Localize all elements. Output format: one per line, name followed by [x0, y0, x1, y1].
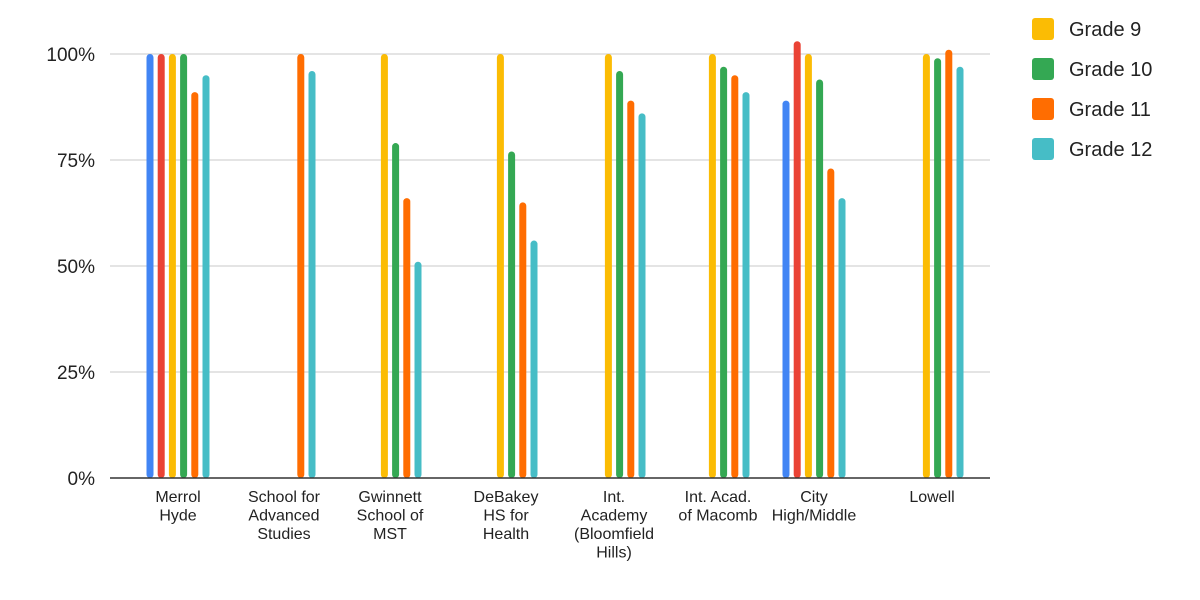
bar: [934, 58, 942, 479]
bar: [297, 54, 305, 478]
legend-item: Grade 9: [1032, 18, 1141, 41]
bar: [414, 261, 422, 478]
category-label-line: Health: [483, 526, 529, 543]
bar: [708, 54, 716, 478]
y-tick-label: 75%: [57, 151, 95, 172]
category-label-line: Advanced: [248, 508, 319, 525]
bar: [380, 54, 388, 478]
category-label-line: DeBakey: [474, 489, 539, 506]
category-label-line: Lowell: [909, 489, 954, 506]
bar: [731, 75, 739, 478]
category-label-line: Hyde: [159, 508, 196, 525]
bar: [616, 70, 624, 479]
category-label: Int. Academy(Bloomfield Hills): [574, 489, 654, 562]
bar: [191, 92, 199, 478]
bar: [508, 151, 516, 478]
legend-label: Grade 10: [1069, 59, 1152, 81]
gridlines: [110, 53, 990, 373]
bar: [146, 54, 154, 478]
bar: [627, 100, 635, 478]
bar: [720, 66, 728, 478]
bar: [168, 54, 176, 478]
category-label-line: School for: [248, 489, 321, 506]
category-label-line: Gwinnett: [358, 489, 422, 506]
legend-label: Grade 12: [1069, 139, 1152, 161]
category-label-line: City: [800, 489, 828, 506]
legend-swatch: [1032, 138, 1054, 160]
category-label-line: (Bloomfield: [574, 526, 654, 543]
bar: [742, 92, 750, 478]
legend-swatch: [1032, 58, 1054, 80]
category-label-line: High/Middle: [772, 508, 857, 525]
bar: [403, 198, 411, 478]
bar: [530, 240, 538, 478]
category-label-line: School of: [357, 508, 424, 525]
bar: [827, 168, 835, 479]
category-label: City High/Middle: [772, 489, 857, 525]
y-tick-label: 25%: [57, 363, 95, 384]
category-label-line: Hills): [596, 545, 632, 562]
bar: [816, 79, 824, 478]
legend: Grade 9 Grade 10 Grade 11 Grade 12: [1032, 18, 1152, 161]
legend-swatch: [1032, 18, 1054, 40]
category-label-line: Merrol: [155, 489, 200, 506]
bars: [146, 41, 964, 479]
bar: [945, 49, 953, 478]
category-label: Int. Acad. of Macomb: [678, 489, 757, 525]
bar: [308, 70, 316, 479]
bar: [157, 54, 165, 478]
legend-label: Grade 11: [1069, 99, 1151, 121]
bar: [519, 202, 527, 478]
category-label-line: Int.: [603, 489, 625, 506]
bar: [180, 54, 188, 478]
legend-swatch: [1032, 98, 1054, 120]
bar: [793, 41, 801, 478]
bar: [956, 66, 964, 478]
y-axis-tick-labels: 0% 25% 50% 75% 100%: [46, 45, 95, 490]
y-tick-label: 100%: [46, 45, 95, 66]
category-label-line: Int. Acad.: [685, 489, 752, 506]
bar: [922, 54, 930, 478]
y-tick-label: 0%: [68, 469, 96, 490]
category-label-line: of Macomb: [678, 508, 757, 525]
legend-item: Grade 12: [1032, 138, 1152, 161]
category-label: Merrol Hyde: [155, 489, 200, 525]
bar: [782, 100, 790, 478]
category-label-line: MST: [373, 526, 407, 543]
bar: [202, 75, 210, 478]
bar: [638, 113, 646, 479]
category-label-line: Studies: [257, 526, 310, 543]
y-tick-label: 50%: [57, 257, 95, 278]
category-label-line: Academy: [581, 508, 648, 525]
bar: [838, 198, 846, 478]
legend-label: Grade 9: [1069, 19, 1141, 41]
bar: [392, 143, 400, 479]
category-label: Lowell: [909, 489, 954, 506]
legend-item: Grade 10: [1032, 58, 1152, 81]
bar: [604, 54, 612, 478]
bar: [496, 54, 504, 478]
category-label-line: HS for: [483, 508, 529, 525]
legend-item: Grade 11: [1032, 98, 1151, 121]
bar: [804, 54, 812, 478]
